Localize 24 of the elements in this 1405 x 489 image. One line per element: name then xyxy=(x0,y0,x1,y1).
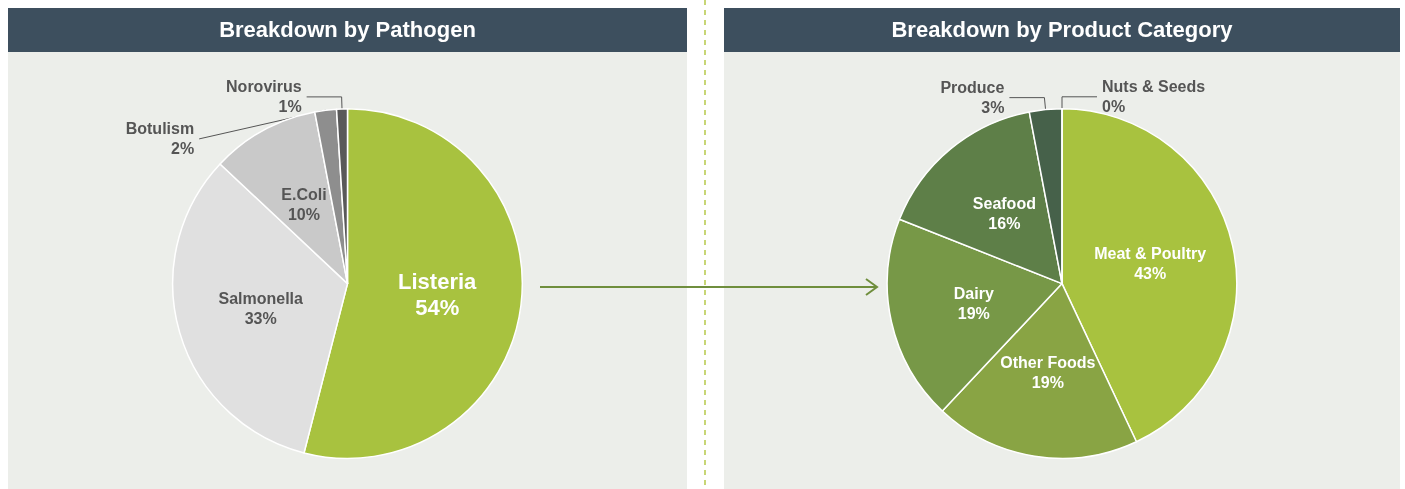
data-label: 19% xyxy=(1031,374,1064,392)
data-label: 1% xyxy=(278,98,302,116)
slice-label: E.Coli xyxy=(281,185,327,203)
data-label: 54% xyxy=(415,295,460,321)
data-label: 16% xyxy=(988,215,1021,233)
data-label: 33% xyxy=(244,310,277,328)
slice-label: Salmonella xyxy=(218,290,304,308)
data-label: 3% xyxy=(981,99,1005,117)
slice-label: Norovirus xyxy=(226,78,302,96)
chart-title: Breakdown by Product Category xyxy=(724,8,1400,52)
slice-label: Listeria xyxy=(398,269,478,295)
slice-label: Dairy xyxy=(953,284,994,302)
text: 0% xyxy=(1102,98,1126,116)
slice-label: Meat & Poultry xyxy=(1094,245,1207,263)
slice-label: Seafood xyxy=(972,195,1036,213)
slice-label: Produce xyxy=(940,79,1005,97)
data-label: 2% xyxy=(171,140,195,158)
slice-label: Botulism xyxy=(125,120,195,138)
slice-label: Other Foods xyxy=(1000,354,1096,372)
chart-title: Breakdown by Pathogen xyxy=(8,8,687,52)
data-label: 10% xyxy=(287,205,320,223)
data-label: 43% xyxy=(1134,265,1167,283)
data-label: 19% xyxy=(957,304,990,322)
category-label: Nuts & Seeds xyxy=(1102,78,1206,96)
